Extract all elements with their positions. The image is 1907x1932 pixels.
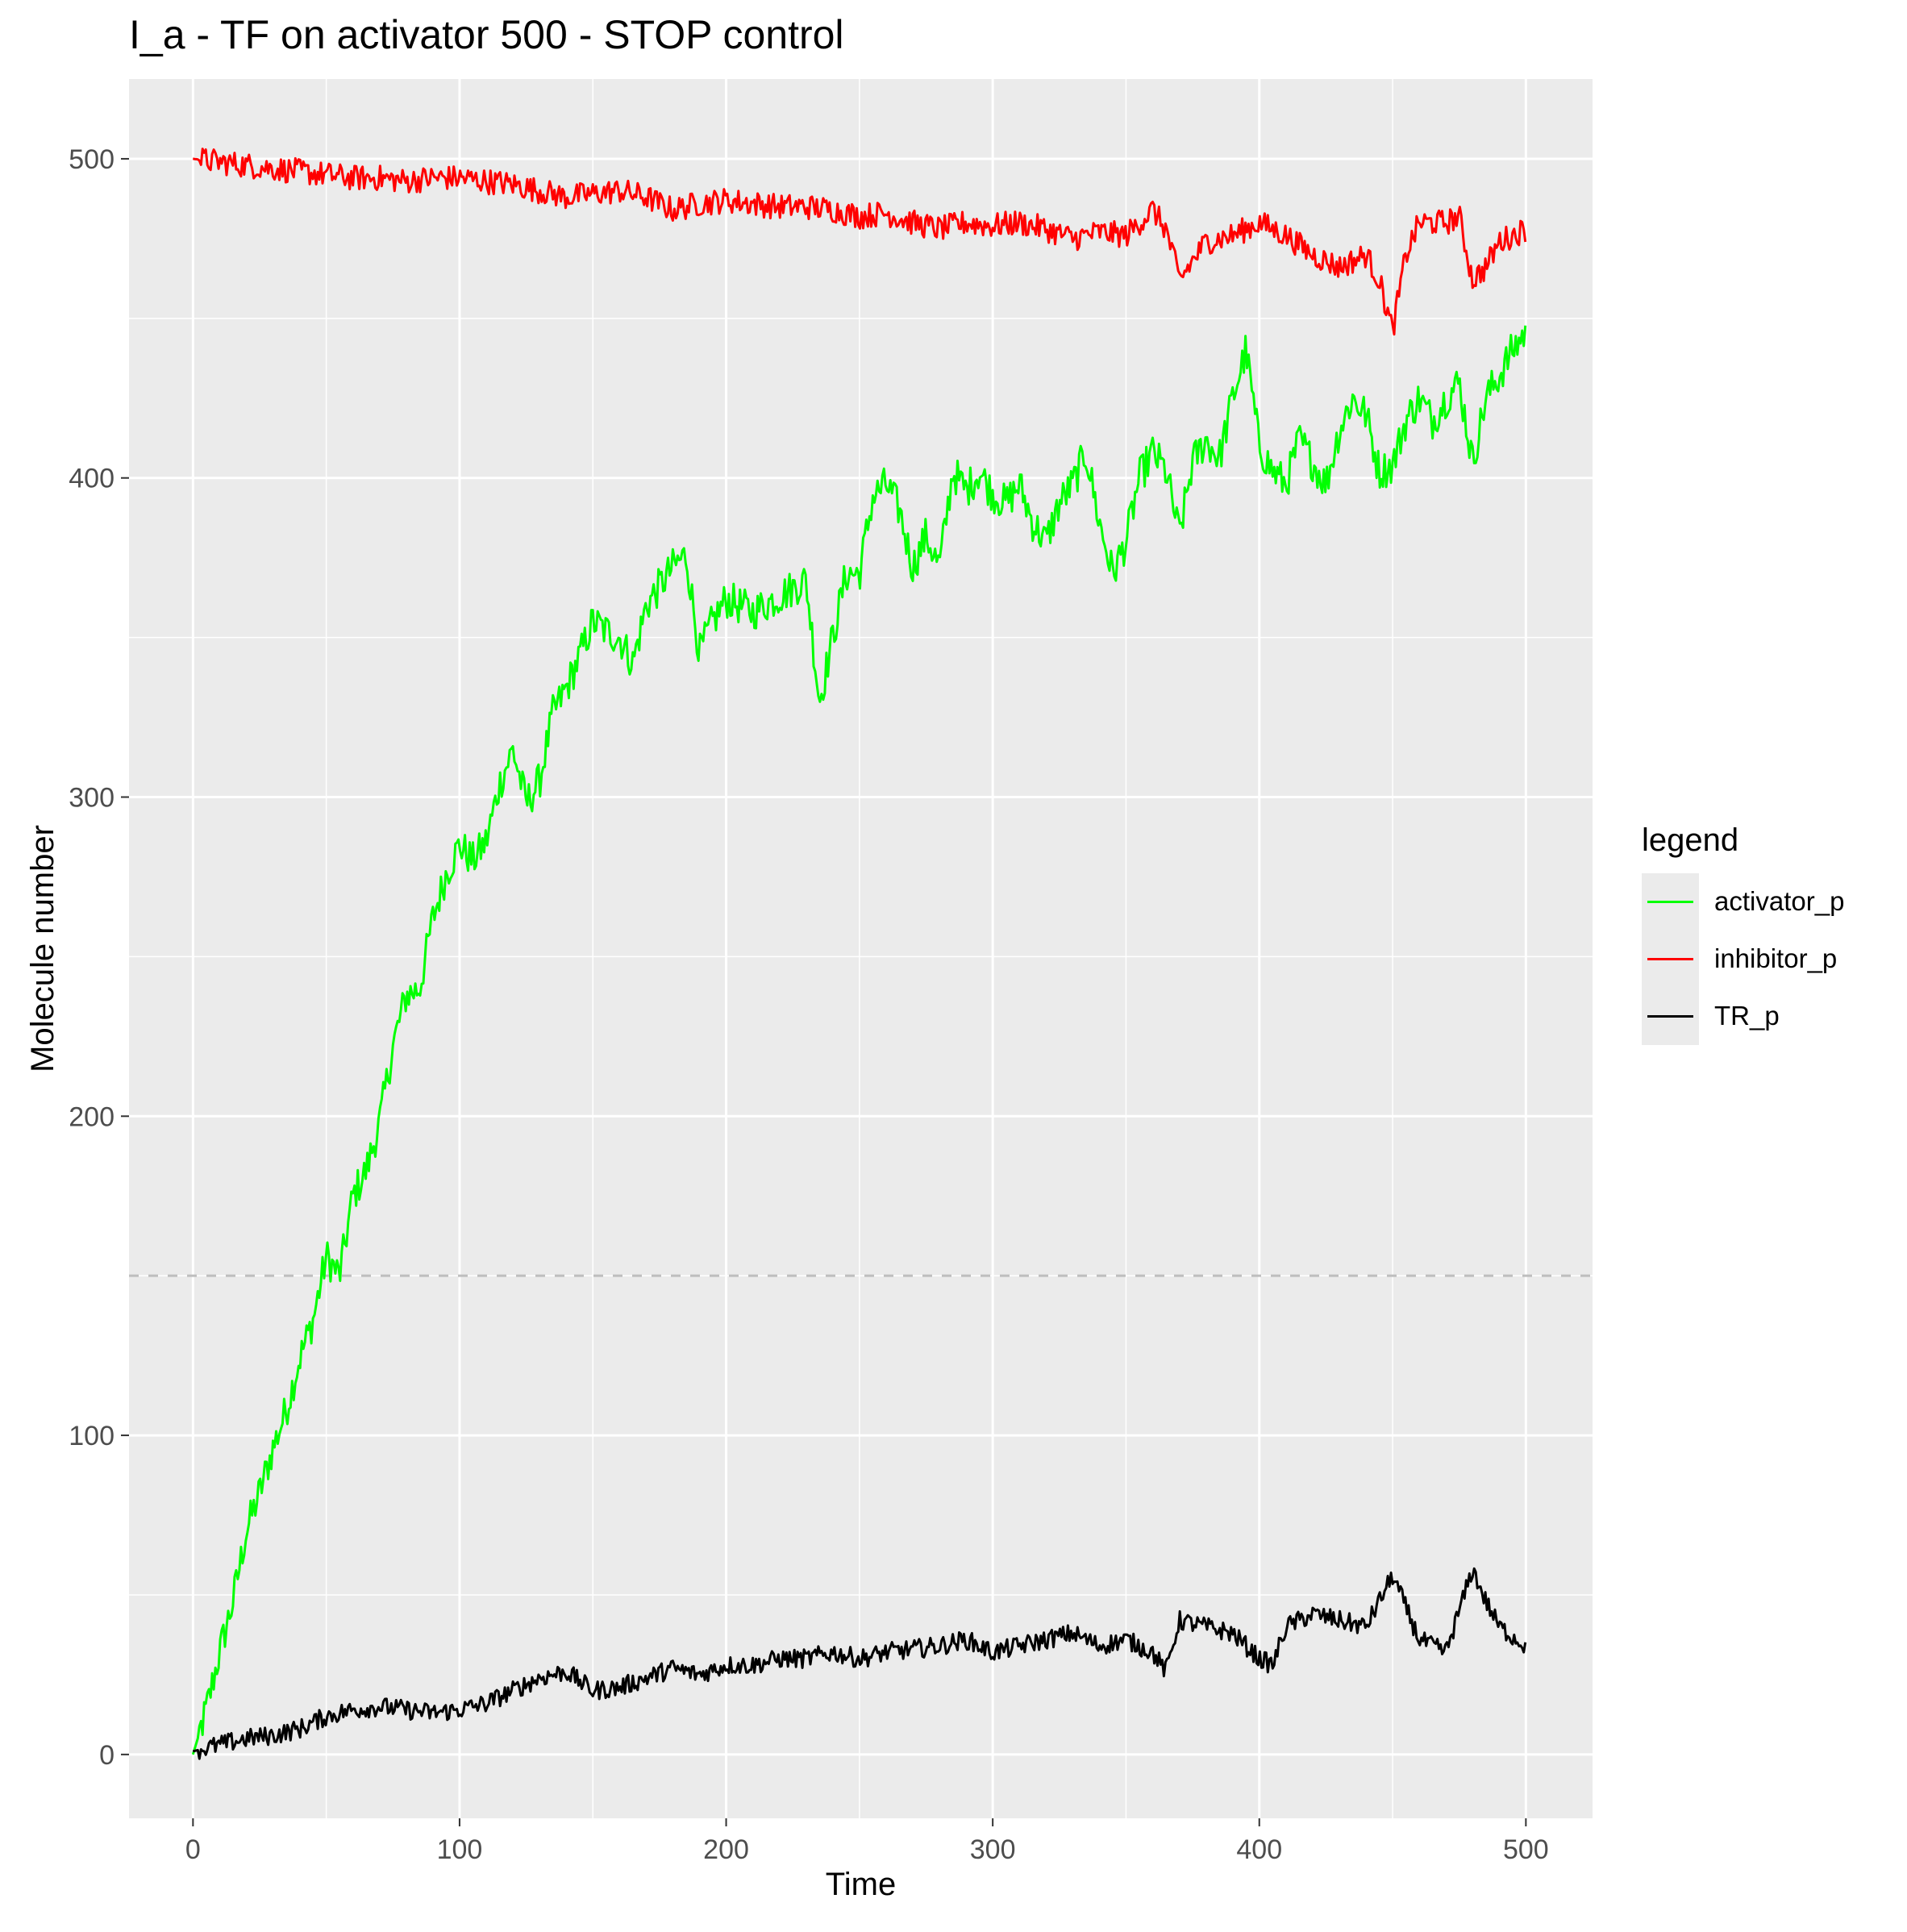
series-line-activator-p	[191, 325, 1527, 1755]
legend-swatch-inhibitor-p	[1647, 958, 1693, 960]
panel-background	[129, 79, 1593, 1818]
legend-keys: activator_p inhibitor_p TR_p	[1642, 873, 1884, 1045]
series-line-inhibitor-p	[193, 148, 1527, 336]
legend-item-activator-p: activator_p	[1642, 873, 1884, 931]
series-line-tr-p	[192, 1567, 1527, 1760]
y-tick-label: 0	[99, 1740, 115, 1771]
chart-title: I_a - TF on activator 500 - STOP control	[129, 12, 844, 57]
legend-key-box	[1642, 873, 1699, 931]
y-tick-label: 400	[69, 464, 115, 494]
legend-swatch-activator-p	[1647, 901, 1693, 903]
legend-key-box	[1642, 988, 1699, 1045]
x-tick-label: 400	[1236, 1834, 1282, 1865]
legend-item-tr-p: TR_p	[1642, 988, 1884, 1045]
y-tick-label: 500	[69, 144, 115, 175]
y-tick-label: 100	[69, 1421, 115, 1451]
legend-label-activator-p: activator_p	[1714, 886, 1845, 916]
x-tick-label: 300	[970, 1834, 1016, 1865]
y-tick-label: 200	[69, 1101, 115, 1132]
x-axis: 0 100 200 300 400 500	[185, 1818, 1549, 1865]
legend-title: legend	[1642, 822, 1739, 858]
y-tick-label: 300	[69, 783, 115, 814]
legend-key-box	[1642, 931, 1699, 988]
legend: legend activator_p inhibitor_p TR_p	[1642, 822, 1884, 1045]
x-tick-label: 500	[1503, 1834, 1549, 1865]
legend-item-inhibitor-p: inhibitor_p	[1642, 931, 1884, 988]
legend-label-tr-p: TR_p	[1714, 1001, 1780, 1031]
x-tick-label: 0	[185, 1834, 201, 1865]
y-axis: 0 100 200 300 400 500	[69, 144, 129, 1771]
legend-label-inhibitor-p: inhibitor_p	[1714, 943, 1838, 973]
x-tick-label: 100	[437, 1834, 483, 1865]
x-tick-label: 200	[703, 1834, 749, 1865]
y-axis-title: Molecule number	[25, 825, 60, 1072]
series-layer	[191, 148, 1527, 1760]
major-gridlines	[129, 79, 1593, 1818]
x-axis-title: Time	[826, 1867, 896, 1902]
legend-swatch-tr-p	[1647, 1015, 1693, 1018]
